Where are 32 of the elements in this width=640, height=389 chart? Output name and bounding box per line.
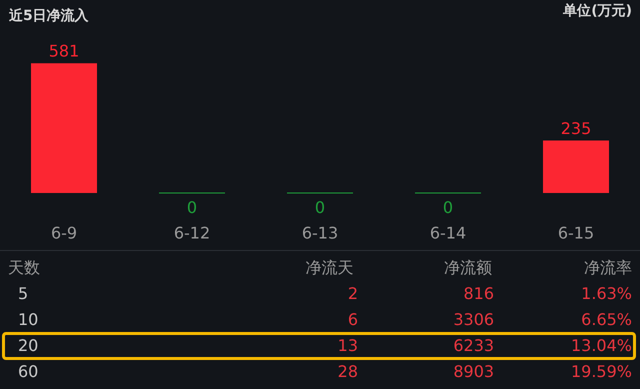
category-label: 20 (17, 335, 40, 357)
x-tick-label: 6-15 (558, 224, 594, 242)
category-label: 5 (17, 283, 30, 305)
series-label: 净流天 (304, 257, 354, 279)
data-label: 28 (336, 361, 358, 383)
data-label: 19.59% (570, 361, 633, 383)
data-label: 13.04% (570, 335, 633, 357)
text: 净流额 (442, 257, 492, 279)
category-label: 10 (17, 309, 40, 331)
data-label: 816 (462, 283, 494, 305)
data-label: 6233 (452, 335, 494, 357)
x-tick-label: 6-13 (302, 224, 338, 242)
text: 天数 (7, 257, 41, 279)
data-label: 6 (346, 309, 358, 331)
category-label: 60 (17, 361, 40, 383)
data-label: 235 (560, 119, 592, 138)
data-label: 8903 (452, 361, 494, 383)
x-tick-label: 6-14 (430, 224, 466, 242)
data-label: 581 (48, 42, 80, 61)
x-tick-label: 6-9 (50, 224, 78, 242)
data-label: 3306 (452, 309, 494, 331)
text: 单位(万元) (562, 3, 632, 19)
data-label: 6.65% (580, 309, 633, 331)
data-label: 2 (346, 283, 358, 305)
data-label: 13 (336, 335, 358, 357)
chart-title: 近5日净流入 (8, 7, 90, 24)
data-label: 0 (186, 198, 198, 217)
text: 净流率 (583, 257, 633, 279)
data-label: 0 (314, 198, 326, 217)
data-label: 0 (442, 198, 454, 217)
data-label: 1.63% (580, 283, 633, 305)
x-tick-label: 6-12 (174, 224, 210, 242)
